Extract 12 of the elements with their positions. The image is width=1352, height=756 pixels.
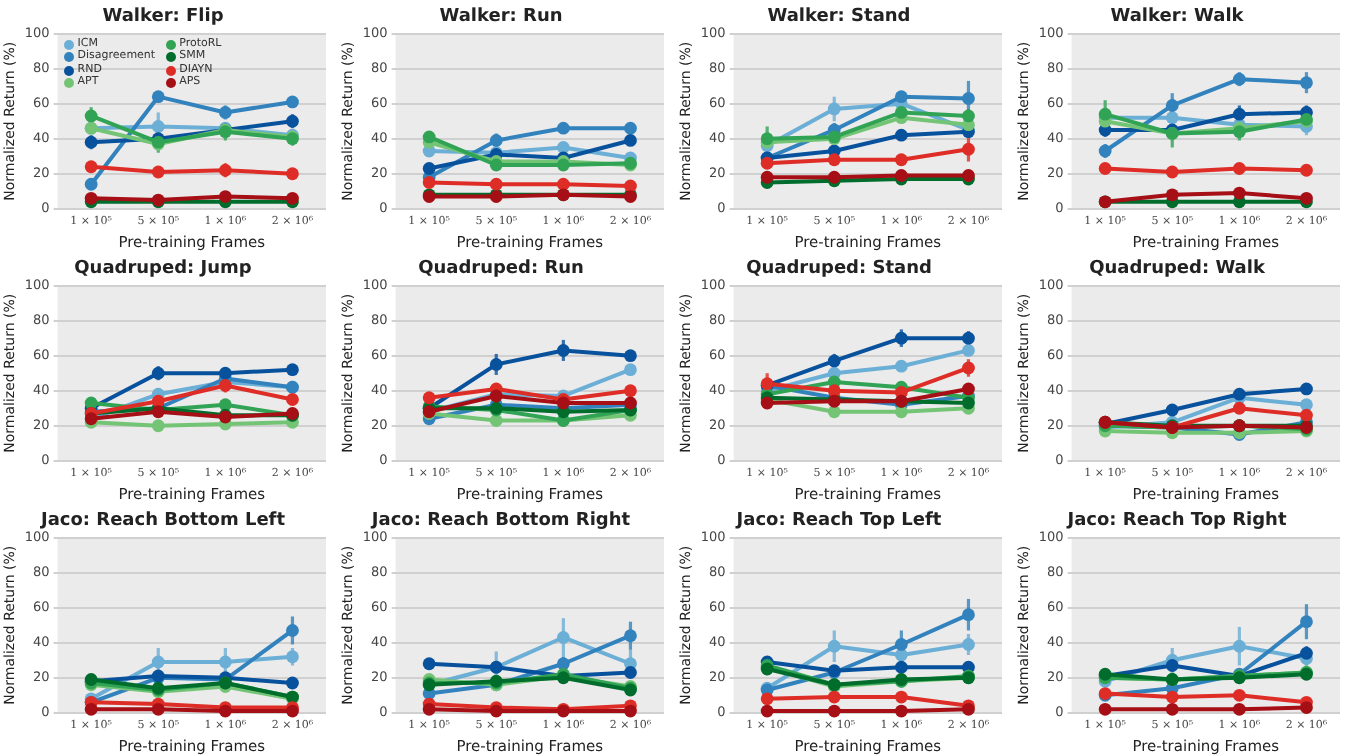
chart-title: Quadruped: Jump	[74, 259, 253, 280]
chart-title: Jaco: Reach Top Right	[1065, 511, 1288, 532]
chart-title: Quadruped: Stand	[746, 259, 932, 280]
chart-title: Walker: Stand	[767, 7, 911, 28]
chart-title: Walker: Walk	[1110, 7, 1246, 28]
chart-title: Quadruped: Run	[418, 259, 584, 280]
chart-title: Walker: Flip	[102, 7, 225, 28]
chart-title: Jaco: Reach Bottom Right	[369, 511, 632, 532]
chart-title: Walker: Run	[439, 7, 563, 28]
chart-title: Quadruped: Walk	[1089, 259, 1267, 280]
chart-title: Jaco: Reach Top Left	[734, 511, 943, 532]
chart-title: Jaco: Reach Bottom Left	[38, 511, 287, 532]
